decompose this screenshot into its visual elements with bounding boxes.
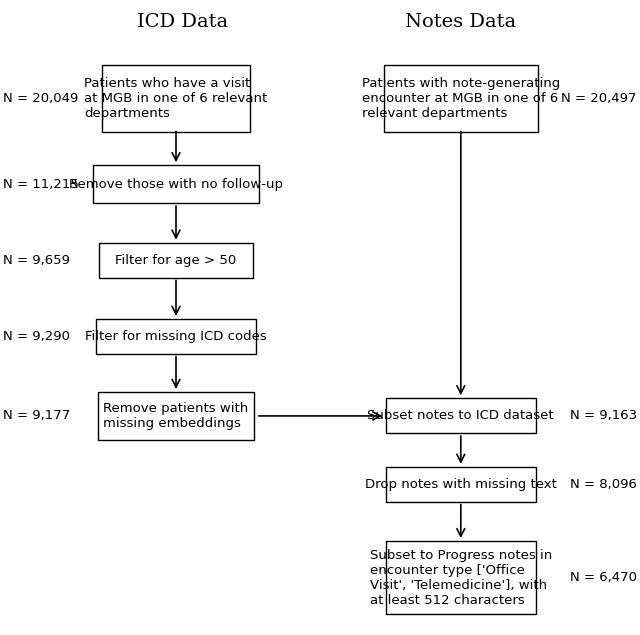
FancyBboxPatch shape bbox=[93, 165, 259, 203]
Text: ICD Data: ICD Data bbox=[137, 13, 228, 31]
Text: N = 11,215: N = 11,215 bbox=[3, 178, 79, 190]
Text: N = 9,659: N = 9,659 bbox=[3, 254, 70, 267]
Text: Subset to Progress notes in
encounter type ['Office
Visit', 'Telemedicine'], wit: Subset to Progress notes in encounter ty… bbox=[370, 549, 552, 607]
Text: Filter for age > 50: Filter for age > 50 bbox=[115, 254, 237, 267]
FancyBboxPatch shape bbox=[385, 467, 536, 502]
FancyBboxPatch shape bbox=[98, 392, 255, 439]
FancyBboxPatch shape bbox=[385, 399, 536, 434]
Text: N = 8,096: N = 8,096 bbox=[570, 478, 637, 491]
Text: N = 9,163: N = 9,163 bbox=[570, 410, 637, 422]
FancyBboxPatch shape bbox=[385, 541, 536, 615]
Text: Remove patients with
missing embeddings: Remove patients with missing embeddings bbox=[104, 402, 248, 430]
FancyBboxPatch shape bbox=[102, 65, 250, 132]
Text: Filter for missing ICD codes: Filter for missing ICD codes bbox=[85, 330, 267, 343]
Text: N = 9,290: N = 9,290 bbox=[3, 330, 70, 343]
Text: N = 9,177: N = 9,177 bbox=[3, 410, 70, 422]
FancyBboxPatch shape bbox=[99, 243, 253, 278]
Text: Drop notes with missing text: Drop notes with missing text bbox=[365, 478, 557, 491]
Text: Patients with note-generating
encounter at MGB in one of 6
relevant departments: Patients with note-generating encounter … bbox=[362, 77, 560, 120]
FancyBboxPatch shape bbox=[96, 319, 256, 354]
Text: N = 20,049: N = 20,049 bbox=[3, 92, 79, 105]
Text: Subset notes to ICD dataset: Subset notes to ICD dataset bbox=[367, 410, 554, 422]
Text: Patients who have a visit
at MGB in one of 6 relevant
departments: Patients who have a visit at MGB in one … bbox=[84, 77, 268, 120]
FancyBboxPatch shape bbox=[384, 65, 538, 132]
Text: Notes Data: Notes Data bbox=[405, 13, 516, 31]
Text: Remove those with no follow-up: Remove those with no follow-up bbox=[69, 178, 283, 190]
Text: N = 6,470: N = 6,470 bbox=[570, 572, 637, 584]
Text: N = 20,497: N = 20,497 bbox=[561, 92, 637, 105]
